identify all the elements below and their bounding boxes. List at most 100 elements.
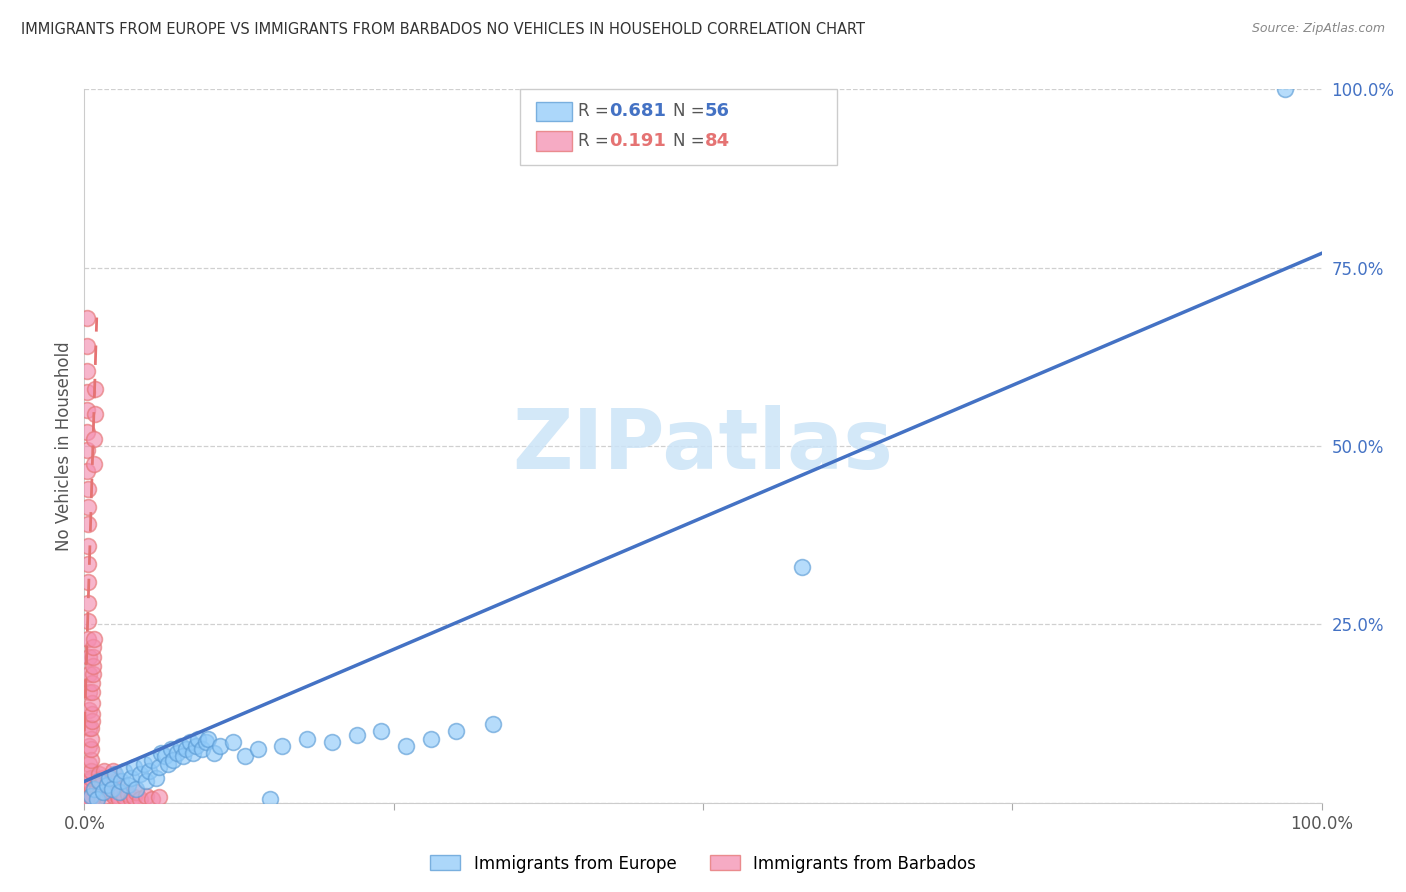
Point — [197, 731, 219, 746]
Point — [246, 742, 269, 756]
Point — [259, 792, 281, 806]
Point — [122, 760, 145, 774]
Point — [89, 767, 111, 781]
Point — [87, 774, 110, 789]
Text: 84: 84 — [704, 132, 730, 150]
Point — [86, 792, 108, 806]
Point — [75, 792, 97, 806]
Point — [98, 785, 121, 799]
Point — [179, 735, 201, 749]
Text: 0.191: 0.191 — [609, 132, 665, 150]
Point — [77, 557, 100, 571]
Point — [76, 464, 98, 478]
Point — [76, 792, 98, 806]
Point — [346, 728, 368, 742]
Point — [83, 432, 105, 446]
Point — [174, 742, 197, 756]
Point — [94, 789, 117, 803]
Point — [80, 706, 103, 721]
Text: ZIPatlas: ZIPatlas — [513, 406, 893, 486]
Point — [79, 774, 101, 789]
Point — [82, 667, 104, 681]
Point — [82, 649, 104, 664]
Point — [135, 789, 157, 803]
Point — [86, 790, 108, 805]
Point — [79, 771, 101, 785]
Point — [76, 339, 98, 353]
Point — [77, 792, 100, 806]
Text: N =: N = — [673, 132, 710, 150]
Point — [157, 756, 180, 771]
Point — [82, 658, 104, 673]
Point — [79, 703, 101, 717]
Point — [77, 517, 100, 532]
Point — [82, 640, 104, 655]
Point — [79, 785, 101, 799]
Point — [79, 753, 101, 767]
Point — [191, 742, 214, 756]
Point — [80, 714, 103, 728]
Legend: Immigrants from Europe, Immigrants from Barbados: Immigrants from Europe, Immigrants from … — [423, 848, 983, 880]
Point — [194, 735, 217, 749]
Point — [83, 457, 105, 471]
Point — [83, 781, 105, 796]
Point — [209, 739, 232, 753]
Point — [76, 310, 98, 325]
Text: R =: R = — [578, 103, 614, 120]
Point — [97, 774, 120, 789]
Point — [77, 632, 100, 646]
Point — [86, 781, 108, 796]
Point — [77, 500, 100, 514]
Text: Source: ZipAtlas.com: Source: ZipAtlas.com — [1251, 22, 1385, 36]
Point — [104, 767, 127, 781]
Text: 56: 56 — [704, 103, 730, 120]
Point — [184, 739, 207, 753]
Point — [321, 735, 343, 749]
Point — [76, 425, 98, 439]
Point — [202, 746, 225, 760]
Point — [89, 774, 111, 789]
Point — [79, 756, 101, 771]
Point — [77, 614, 100, 628]
Y-axis label: No Vehicles in Household: No Vehicles in Household — [55, 341, 73, 551]
Point — [77, 539, 100, 553]
Point — [233, 749, 256, 764]
Point — [141, 792, 163, 806]
Point — [103, 789, 125, 803]
Point — [90, 778, 112, 792]
Point — [187, 731, 209, 746]
Point — [80, 696, 103, 710]
Point — [181, 746, 204, 760]
Point — [80, 676, 103, 690]
Point — [104, 781, 127, 796]
Text: 0.681: 0.681 — [609, 103, 666, 120]
Point — [79, 742, 101, 756]
Point — [112, 764, 135, 778]
Point — [76, 403, 98, 417]
Point — [79, 789, 101, 803]
Point — [222, 735, 245, 749]
Point — [79, 721, 101, 735]
Point — [295, 731, 318, 746]
Point — [419, 731, 441, 746]
Point — [79, 778, 101, 792]
Point — [170, 739, 193, 753]
Point — [91, 785, 114, 799]
Point — [1274, 82, 1296, 96]
Point — [112, 790, 135, 805]
Point — [91, 771, 114, 785]
Text: IMMIGRANTS FROM EUROPE VS IMMIGRANTS FROM BARBADOS NO VEHICLES IN HOUSEHOLD CORR: IMMIGRANTS FROM EUROPE VS IMMIGRANTS FRO… — [21, 22, 865, 37]
Point — [84, 407, 107, 421]
Point — [84, 382, 107, 396]
Point — [129, 767, 152, 781]
Point — [395, 739, 418, 753]
Point — [79, 667, 101, 681]
Point — [160, 742, 183, 756]
Point — [79, 731, 101, 746]
Point — [77, 574, 100, 589]
Point — [166, 746, 188, 760]
Text: R =: R = — [578, 132, 614, 150]
Point — [790, 560, 813, 574]
Point — [135, 774, 157, 789]
Point — [101, 764, 124, 778]
